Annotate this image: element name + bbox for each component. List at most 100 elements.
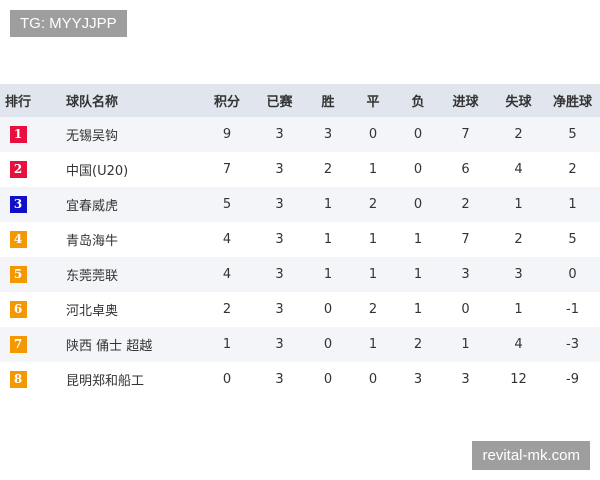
stat-l: 3	[413, 372, 423, 387]
stat-d: 2	[368, 302, 378, 317]
table-row: 8 昆明郑和船工 0 3 0 0 3 3 12 -9	[0, 362, 600, 397]
header-losses: 负	[397, 84, 439, 117]
rank-cell: 5	[0, 257, 36, 292]
stat-played: 3	[275, 372, 284, 387]
standings-table: 排行 球队名称 积分 已赛 胜 平 负 进球 失球 净胜球 1 无锡吴钩 9 3 3 0 0…	[0, 84, 600, 397]
header-goal-diff: 净胜球	[545, 84, 600, 117]
team-name: 河北卓奥	[66, 304, 119, 319]
header-wins: 胜	[307, 84, 349, 117]
rank-badge: 7	[9, 336, 27, 353]
stat-gd: 2	[568, 162, 577, 177]
stat-pts: 7	[222, 162, 232, 177]
header-rank: 排行	[0, 84, 36, 117]
rank-badge: 5	[9, 266, 27, 283]
stat-l: 1	[413, 232, 423, 247]
rank-cell: 4	[0, 222, 36, 257]
stat-gd: -1	[566, 302, 579, 317]
stat-gd: -9	[566, 372, 579, 387]
stat-ga: 1	[514, 302, 523, 317]
stat-played: 3	[252, 327, 307, 362]
stat-w: 1	[307, 187, 349, 222]
stat-played: 3	[252, 187, 307, 222]
rank-cell: 2	[0, 152, 36, 187]
stat-gd: 1	[545, 187, 600, 222]
table-row: 6 河北卓奥 2 3 0 2 1 0 1 -1	[0, 292, 600, 327]
rank-badge: 2	[9, 161, 27, 178]
stat-ga: 3	[492, 257, 545, 292]
stat-ga: 4	[514, 162, 523, 177]
stat-ga: 1	[492, 187, 545, 222]
team-name: 中国(U20)	[66, 164, 129, 179]
tag-label: TG: MYYJJPP	[10, 10, 127, 37]
stat-gd: 5	[568, 232, 577, 247]
stat-w: 0	[323, 372, 333, 387]
stat-ga: 2	[492, 117, 545, 152]
stat-pts: 0	[222, 372, 232, 387]
stat-gf: 6	[461, 162, 470, 177]
stat-ga: 4	[492, 327, 545, 362]
table-row: 5 东莞莞联 4 3 1 1 1 3 3 0	[0, 257, 600, 292]
stat-gf: 3	[439, 257, 492, 292]
table-row: 3 宜春威虎 5 3 1 2 0 2 1 1	[0, 187, 600, 222]
stat-played: 3	[252, 257, 307, 292]
stat-played: 3	[275, 232, 284, 247]
stat-w: 2	[323, 162, 333, 177]
stat-l: 2	[397, 327, 439, 362]
stat-gd: -3	[545, 327, 600, 362]
stat-l: 1	[397, 257, 439, 292]
stat-gd: 5	[545, 117, 600, 152]
stat-gf: 7	[439, 117, 492, 152]
team-name: 无锡吴钩	[36, 117, 202, 152]
header-played: 已赛	[252, 84, 307, 117]
header-points: 积分	[202, 84, 252, 117]
stat-pts: 2	[222, 302, 232, 317]
stat-pts: 5	[202, 187, 252, 222]
stat-l: 1	[413, 302, 423, 317]
team-name: 宜春威虎	[36, 187, 202, 222]
stat-d: 2	[349, 187, 397, 222]
stat-pts: 4	[202, 257, 252, 292]
rank-cell: 6	[0, 292, 36, 327]
header-draws: 平	[349, 84, 397, 117]
header-goals-against: 失球	[492, 84, 545, 117]
stat-d: 0	[349, 117, 397, 152]
header-team: 球队名称	[36, 84, 202, 117]
stat-d: 0	[368, 372, 378, 387]
rank-badge: 3	[9, 196, 27, 213]
stat-d: 1	[368, 232, 378, 247]
stat-w: 1	[323, 232, 333, 247]
stat-l: 0	[397, 187, 439, 222]
stat-w: 0	[307, 327, 349, 362]
rank-badge: 8	[9, 371, 27, 388]
stat-w: 1	[307, 257, 349, 292]
table-row: 2 中国(U20) 7 3 2 1 0 6 4 2	[0, 152, 600, 187]
rank-badge: 6	[9, 301, 27, 318]
rank-cell: 3	[0, 187, 36, 222]
rank-badge: 1	[9, 126, 27, 143]
stat-gf: 3	[461, 372, 470, 387]
table-row: 1 无锡吴钩 9 3 3 0 0 7 2 5	[0, 117, 600, 152]
rank-cell: 7	[0, 327, 36, 362]
stat-l: 0	[397, 117, 439, 152]
stat-gf: 1	[439, 327, 492, 362]
stat-pts: 9	[202, 117, 252, 152]
stat-gf: 2	[439, 187, 492, 222]
stat-gf: 0	[461, 302, 470, 317]
stat-gd: 0	[545, 257, 600, 292]
team-name: 东莞莞联	[36, 257, 202, 292]
team-name: 陕西 俑士 超越	[36, 327, 202, 362]
rank-cell: 1	[0, 117, 36, 152]
table-row: 7 陕西 俑士 超越 1 3 0 1 2 1 4 -3	[0, 327, 600, 362]
team-name: 青岛海牛	[66, 234, 119, 249]
rank-cell: 8	[0, 362, 36, 397]
stat-w: 3	[307, 117, 349, 152]
stat-pts: 1	[202, 327, 252, 362]
stat-d: 1	[349, 257, 397, 292]
stat-gf: 7	[461, 232, 470, 247]
header-row: 排行 球队名称 积分 已赛 胜 平 负 进球 失球 净胜球	[0, 84, 600, 117]
stat-ga: 12	[510, 372, 527, 387]
stat-played: 3	[275, 302, 284, 317]
stat-d: 1	[368, 162, 378, 177]
stat-played: 3	[252, 117, 307, 152]
stat-l: 0	[413, 162, 423, 177]
